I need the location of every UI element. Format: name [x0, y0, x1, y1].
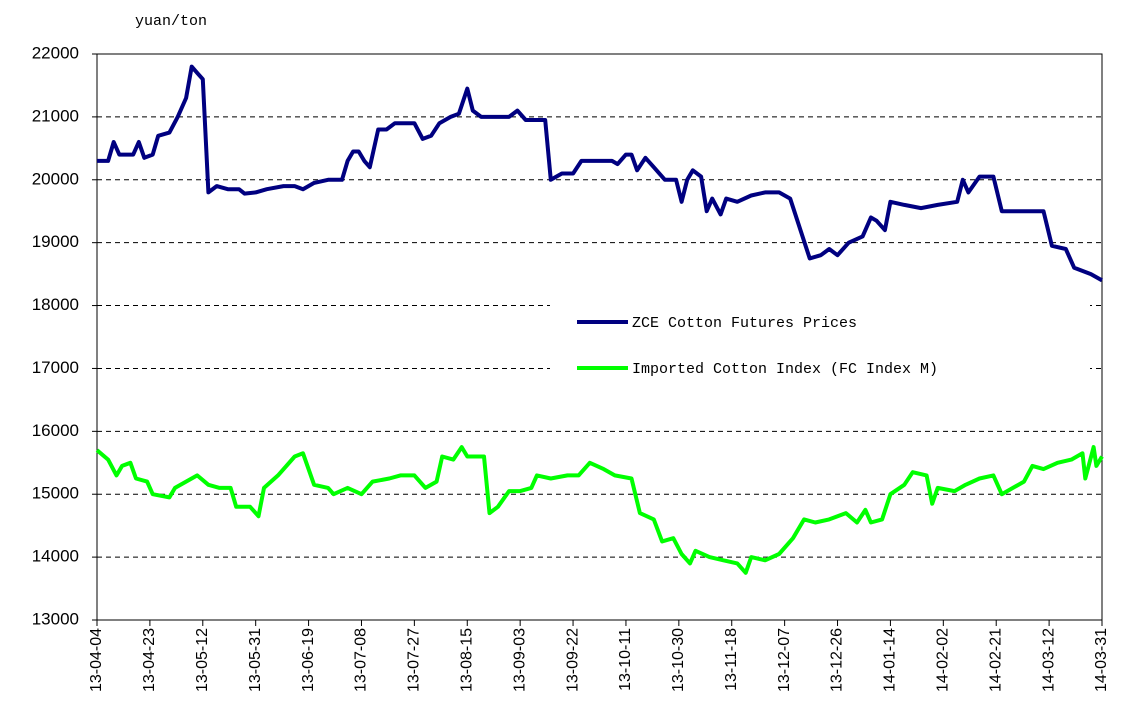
x-tick-label: 14-03-31 — [1093, 628, 1110, 692]
plot-frame — [96, 53, 1103, 621]
x-tick-label: 13-10-11 — [617, 628, 634, 691]
y-tick-label: 21000 — [32, 106, 79, 125]
x-tick-label: 13-09-22 — [564, 628, 581, 692]
x-tick-label: 13-12-26 — [829, 628, 846, 692]
legend: ZCE Cotton Futures Prices Imported Cotton… — [550, 300, 1090, 390]
y-tick-label: 13000 — [32, 609, 79, 628]
x-tick-label: 13-12-07 — [776, 628, 793, 692]
y-unit-label: yuan/ton — [135, 13, 207, 30]
y-tick-label: 16000 — [32, 421, 79, 440]
series-line — [97, 64, 1103, 283]
x-tick-label: 13-07-27 — [406, 628, 423, 692]
x-tick-label: 13-05-12 — [194, 628, 211, 692]
y-tick-label: 19000 — [32, 232, 79, 251]
x-tick-label: 13-08-15 — [458, 628, 475, 692]
x-tick-label: 13-04-04 — [88, 628, 105, 692]
x-tick-label: 13-05-31 — [247, 628, 264, 692]
y-tick-label: 18000 — [32, 295, 79, 314]
x-tick-label: 13-07-08 — [353, 628, 370, 692]
legend-label: ZCE Cotton Futures Prices — [632, 315, 857, 332]
x-tick-label: 13-06-19 — [300, 628, 317, 692]
legend-label: Imported Cotton Index (FC Index M) — [632, 361, 938, 378]
y-tick-label: 20000 — [32, 169, 79, 188]
x-tick-label: 13-09-03 — [511, 628, 528, 692]
x-tick-label: 14-01-14 — [882, 628, 899, 692]
y-tick-label: 15000 — [32, 484, 79, 503]
y-tick-label: 17000 — [32, 358, 79, 377]
series-line — [95, 445, 1104, 575]
x-tick-label: 14-03-12 — [1040, 628, 1057, 692]
x-tick-label: 13-04-23 — [141, 628, 158, 692]
y-tick-label: 22000 — [32, 43, 79, 62]
x-tick-label: 13-11-18 — [723, 628, 740, 691]
x-tick-label: 14-02-02 — [935, 628, 952, 692]
x-tick-label: 13-10-30 — [670, 628, 687, 692]
legend-box — [550, 300, 1090, 390]
y-tick-label: 14000 — [32, 547, 79, 566]
x-tick-label: 14-02-21 — [987, 628, 1004, 692]
